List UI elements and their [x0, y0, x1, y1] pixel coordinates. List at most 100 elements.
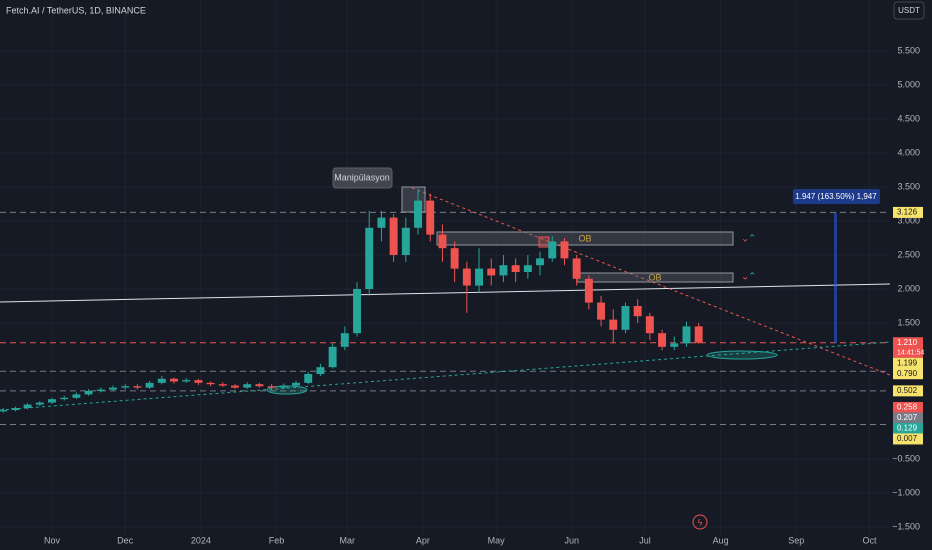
candle-body	[84, 391, 93, 395]
candle-body	[597, 302, 606, 320]
candle-body	[121, 386, 130, 388]
price-badge	[893, 422, 923, 434]
candle-body	[170, 378, 178, 382]
price-badge-label: 0.258	[897, 403, 918, 412]
candle-body	[109, 387, 117, 390]
x-tick-label: Apr	[416, 535, 430, 545]
measure-bar	[834, 213, 837, 343]
price-badge	[893, 385, 923, 397]
candle-body	[475, 268, 484, 286]
price-badge-label: 0.007	[897, 434, 918, 443]
price-badge	[893, 433, 923, 445]
touch-ellipse	[706, 350, 778, 360]
candle-body	[328, 346, 337, 368]
order-block-label: OB	[648, 272, 661, 282]
y-tick-label: 4.500	[897, 113, 920, 123]
countdown-label: 14:41:54	[897, 350, 924, 357]
countdown-badge	[893, 347, 923, 358]
price-badge-label: 1.210	[897, 338, 918, 347]
order-block	[436, 231, 734, 246]
price-axis: 5.500 5.000 4.500 4.000 3.500 3.000 2.500 2.000…	[44, 45, 924, 545]
arrow-icon: ⌃	[748, 272, 756, 283]
candle-body	[450, 248, 459, 269]
candle-body	[560, 241, 569, 259]
y-tick-label: 2.000	[897, 283, 920, 293]
candle-body	[572, 258, 581, 279]
price-badge	[893, 368, 923, 380]
x-tick-label: Jul	[639, 535, 651, 545]
arrow-icon: ⌄	[741, 234, 749, 245]
candle-body	[11, 408, 20, 411]
measure-text: 1.947 (163.50%) 1,947	[795, 192, 877, 201]
measure-box	[793, 189, 880, 204]
price-badge-label: 0.207	[897, 413, 918, 422]
y-tick-label: −1.500	[892, 521, 920, 531]
resistance-line	[411, 187, 891, 376]
candle-body	[487, 268, 496, 276]
x-tick-label: Mar	[340, 535, 356, 545]
y-tick-label: −1.000	[892, 487, 920, 497]
x-tick-label: Dec	[117, 535, 134, 545]
candle-body	[60, 397, 69, 400]
candle-body	[304, 374, 313, 383]
candle-body	[145, 382, 154, 388]
candle-body	[48, 399, 56, 403]
candle-body	[670, 343, 679, 347]
candle-body	[645, 316, 654, 334]
order-block-label: OB	[578, 233, 591, 243]
y-tick-label: −0.500	[892, 453, 920, 463]
highlight-box	[538, 236, 550, 248]
event-icon[interactable]: ϟ	[698, 517, 703, 527]
support-line	[0, 341, 891, 411]
candle-body	[279, 385, 288, 388]
grid	[0, 211, 890, 426]
x-tick-label: May	[488, 535, 506, 545]
event-icon[interactable]	[692, 514, 708, 530]
candle-body	[255, 384, 264, 387]
x-tick-label: Sep	[788, 535, 804, 545]
price-badge-label: 1.199	[897, 358, 918, 367]
candle-body	[353, 289, 361, 334]
candle-body	[231, 385, 239, 388]
candle-body	[133, 386, 142, 388]
candle-body	[365, 227, 374, 289]
candle-body	[292, 382, 300, 386]
candle-body	[426, 200, 435, 235]
y-tick-label: 3.000	[897, 215, 920, 225]
candle-body	[96, 389, 105, 391]
arrow-icon: ⌄	[741, 272, 749, 283]
candle-body	[694, 326, 703, 343]
candle-body	[536, 258, 545, 266]
candle-body	[0, 410, 8, 412]
candle-body	[377, 217, 386, 228]
price-badge	[893, 337, 923, 349]
candle-body	[316, 367, 325, 374]
candle-body	[609, 319, 618, 330]
price-badge	[893, 401, 923, 413]
candle-body	[682, 326, 691, 344]
currency-button[interactable]	[893, 1, 925, 20]
currency-label[interactable]: USDT	[898, 6, 920, 15]
candle-body	[438, 234, 447, 249]
candle-body	[340, 333, 349, 347]
y-tick-label: 4.000	[897, 147, 920, 157]
candle-body	[267, 386, 276, 388]
x-tick-label: 2024	[191, 535, 211, 545]
price-badge-label: 3.126	[897, 208, 918, 217]
price-badge-label: 0.790	[897, 369, 918, 378]
candle-body	[523, 265, 532, 272]
candle-body	[414, 200, 422, 228]
price-badge	[893, 206, 923, 218]
candle-body	[401, 227, 410, 255]
x-tick-label: Feb	[269, 535, 285, 545]
candle-body	[23, 404, 32, 408]
price-badge	[893, 357, 923, 369]
callout-box	[332, 167, 393, 189]
callout-text: Manipülasyon	[334, 172, 390, 182]
candle-body	[194, 380, 203, 383]
candle-body	[72, 394, 81, 398]
price-badge-label: 0.502	[897, 386, 918, 395]
x-tick-label: Jun	[565, 535, 580, 545]
candle-body	[389, 217, 398, 255]
